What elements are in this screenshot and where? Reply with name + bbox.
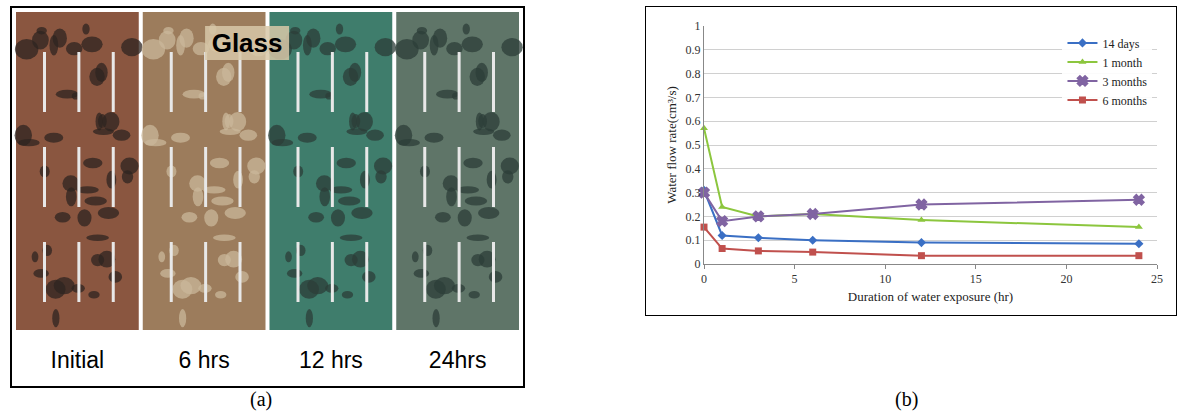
svg-text:15: 15 bbox=[970, 272, 982, 286]
svg-text:5: 5 bbox=[792, 272, 798, 286]
svg-text:Glass: Glass bbox=[212, 28, 283, 58]
svg-text:0.2: 0.2 bbox=[686, 210, 701, 224]
svg-text:0.6: 0.6 bbox=[686, 114, 701, 128]
svg-text:6 months: 6 months bbox=[1102, 94, 1147, 108]
svg-text:0.3: 0.3 bbox=[686, 186, 701, 200]
svg-text:0.7: 0.7 bbox=[686, 91, 701, 105]
svg-text:1 month: 1 month bbox=[1102, 56, 1142, 70]
svg-text:12 hrs: 12 hrs bbox=[299, 347, 363, 373]
svg-text:0.8: 0.8 bbox=[686, 67, 701, 81]
svg-text:20: 20 bbox=[1060, 272, 1072, 286]
svg-text:3 months: 3 months bbox=[1102, 75, 1147, 89]
svg-text:10: 10 bbox=[879, 272, 891, 286]
svg-text:0.5: 0.5 bbox=[686, 138, 701, 152]
svg-text:0.9: 0.9 bbox=[686, 43, 701, 57]
svg-text:Duration of water exposure (hr: Duration of water exposure (hr) bbox=[848, 289, 1013, 304]
html-text:(b): (b) bbox=[895, 388, 919, 410]
svg-text:14 days: 14 days bbox=[1102, 37, 1139, 51]
svg-text:24hrs: 24hrs bbox=[429, 347, 487, 373]
svg-text:Water flow rate(cm³/s): Water flow rate(cm³/s) bbox=[664, 86, 679, 204]
svg-text:0: 0 bbox=[695, 257, 701, 271]
svg-text:25: 25 bbox=[1151, 272, 1163, 286]
svg-text:1: 1 bbox=[695, 19, 701, 33]
svg-text:0.4: 0.4 bbox=[686, 162, 701, 176]
svg-text:Initial: Initial bbox=[51, 347, 105, 373]
svg-text:0.1: 0.1 bbox=[686, 233, 701, 247]
svg-text:0: 0 bbox=[701, 272, 707, 286]
svg-text:6 hrs: 6 hrs bbox=[179, 347, 230, 373]
html-text:(a): (a) bbox=[250, 388, 273, 410]
